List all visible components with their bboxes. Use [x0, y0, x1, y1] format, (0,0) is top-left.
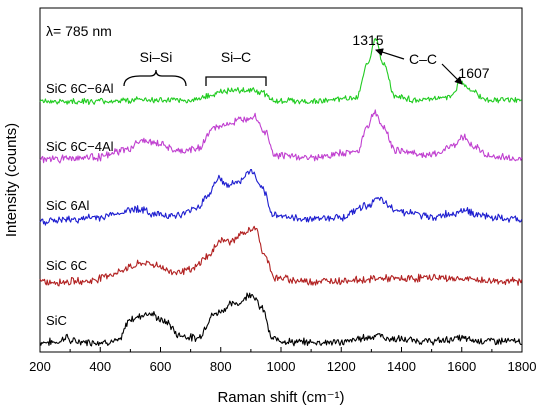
- x-tick-label: 1800: [508, 359, 537, 374]
- x-tick-label: 1600: [447, 359, 476, 374]
- plot-area: [39, 7, 523, 353]
- series-layer: [39, 37, 523, 347]
- x-tick-label: 800: [210, 359, 232, 374]
- si-si-bracket: [123, 69, 187, 87]
- series-label-2: SiC 6Al: [46, 198, 89, 213]
- x-tick-label: 200: [29, 359, 51, 374]
- x-tick-label: 600: [150, 359, 172, 374]
- series-line-3: [39, 109, 523, 164]
- series-label-4: SiC 6C−6Al: [46, 81, 114, 96]
- x-axis-label: Raman shift (cm⁻¹): [217, 389, 344, 406]
- peak-1607-label: 1607: [458, 65, 489, 81]
- series-line-1: [39, 225, 523, 287]
- peak-1315-label: 1315: [352, 32, 383, 48]
- x-tick-label: 1200: [327, 359, 356, 374]
- si-si-label: Si–Si: [140, 49, 173, 65]
- plot-frame: [39, 7, 523, 353]
- x-tick-label: 400: [89, 359, 111, 374]
- c-c-arrow-left: [375, 48, 405, 60]
- x-tick-label: 1000: [267, 359, 296, 374]
- c-c-label: C–C: [409, 51, 437, 67]
- series-line-2: [39, 169, 523, 226]
- series-line-0: [39, 292, 522, 347]
- y-axis-label: Intensity (counts): [3, 123, 20, 237]
- x-tick-label: 1400: [387, 359, 416, 374]
- series-label-1: SiC 6C: [46, 258, 87, 273]
- series-label-0: SiC: [46, 313, 67, 328]
- x-axis-ticks: 200 400 600 800 1000 1200 1400 1600 1800: [29, 347, 536, 374]
- series-label-3: SiC 6C−4Al: [46, 139, 114, 154]
- c-c-arrow-right: [441, 63, 463, 85]
- series-labels: SiC SiC 6C SiC 6Al SiC 6C−4Al SiC 6C−6Al: [46, 81, 114, 328]
- series-line-4: [39, 37, 522, 106]
- si-c-label: Si–C: [221, 49, 251, 65]
- wavelength-annotation: λ= 785 nm: [46, 23, 112, 39]
- si-c-bracket: [205, 76, 267, 86]
